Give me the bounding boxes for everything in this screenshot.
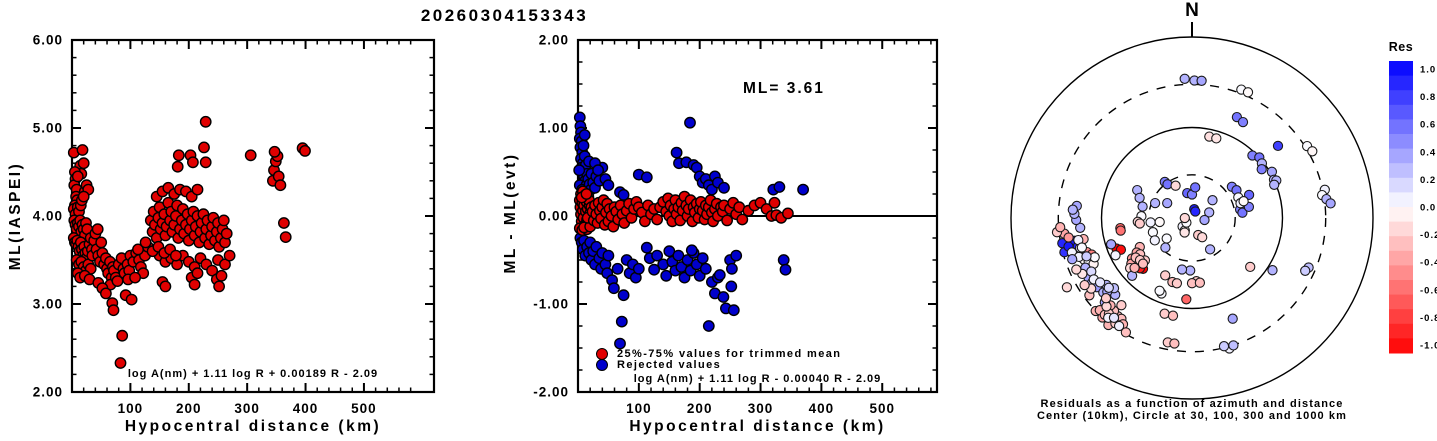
svg-text:-1.00: -1.00 xyxy=(533,297,569,312)
svg-text:0.8: 0.8 xyxy=(1420,92,1436,103)
svg-text:200: 200 xyxy=(687,401,713,416)
legend-item-rejected: Rejected values xyxy=(596,359,841,372)
svg-text:5.00: 5.00 xyxy=(33,121,63,136)
svg-text:100: 100 xyxy=(626,401,652,416)
blue-dot-icon xyxy=(596,359,608,372)
svg-text:1.00: 1.00 xyxy=(539,121,569,136)
svg-text:400: 400 xyxy=(809,401,835,416)
svg-text:500: 500 xyxy=(351,401,377,416)
svg-text:0.00: 0.00 xyxy=(539,209,569,224)
middle-plot-x-axis-label: Hypocentral distance (km) xyxy=(629,418,886,435)
svg-text:3.00: 3.00 xyxy=(33,297,63,312)
colorbar-title: Res xyxy=(1388,40,1414,54)
polar-caption-line2: Center (10km), Circle at 30, 100, 300 an… xyxy=(1036,410,1348,422)
left-plot-x-axis-label: Hypocentral distance (km) xyxy=(124,418,382,435)
middle-scatter-plot: 100 200 300 400 500 -2.00 -1.00 0.00 1.00 2.00 xyxy=(533,33,939,416)
svg-text:0.6: 0.6 xyxy=(1420,120,1436,131)
svg-text:0.2: 0.2 xyxy=(1420,175,1436,186)
middle-plot-y-axis-label: ML - ML(evt) xyxy=(502,152,519,274)
left-plot-y-axis-label: ML(IASPEI) xyxy=(7,161,24,271)
svg-text:-0.2: -0.2 xyxy=(1420,230,1437,241)
svg-text:100: 100 xyxy=(118,401,144,416)
polar-north-label: N xyxy=(1185,0,1199,21)
legend-label: Rejected values xyxy=(617,359,722,372)
svg-text:500: 500 xyxy=(869,401,895,416)
svg-text:0.4: 0.4 xyxy=(1420,147,1436,158)
svg-text:-2.00: -2.00 xyxy=(533,385,569,400)
svg-text:300: 300 xyxy=(748,401,774,416)
middle-plot-legend: 25%-75% values for trimmed mean Rejected… xyxy=(596,347,842,372)
svg-text:-1.0: -1.0 xyxy=(1420,341,1437,352)
svg-text:2.00: 2.00 xyxy=(539,33,569,48)
svg-text:400: 400 xyxy=(293,401,319,416)
page-title: 20260304153343 xyxy=(420,6,589,25)
residual-colorbar: 1.0 0.8 0.6 0.4 0.2 0.0 -0.2 -0.4 -0.6 -0.8 -1.0 xyxy=(1389,61,1437,354)
ml-value-annotation: ML= 3.61 xyxy=(743,80,825,97)
svg-text:0.0: 0.0 xyxy=(1420,203,1436,214)
polar-caption-line1: Residuals as a function of azimuth and d… xyxy=(1040,398,1344,410)
red-dot-icon xyxy=(596,347,608,360)
svg-text:200: 200 xyxy=(176,401,202,416)
polar-residual-plot xyxy=(1010,22,1374,400)
left-scatter-plot: 100 200 300 400 500 2.00 3.00 4.00 5.00 6.00 xyxy=(33,33,436,416)
middle-plot-equation: log A(nm) + 1.11 log R - 0.00040 R - 2.0… xyxy=(633,373,882,385)
legend-label: 25%-75% values for trimmed mean xyxy=(617,347,842,360)
svg-text:-0.6: -0.6 xyxy=(1420,285,1437,296)
legend-item-trimmed-mean: 25%-75% values for trimmed mean xyxy=(596,347,842,360)
left-plot-equation: log A(nm) + 1.11 log R + 0.00189 R - 2.0… xyxy=(127,368,379,380)
svg-text:1.0: 1.0 xyxy=(1420,65,1436,76)
svg-text:-0.8: -0.8 xyxy=(1420,313,1437,324)
svg-text:2.00: 2.00 xyxy=(33,385,63,400)
svg-text:4.00: 4.00 xyxy=(33,209,63,224)
svg-text:300: 300 xyxy=(234,401,260,416)
svg-text:6.00: 6.00 xyxy=(33,33,63,48)
svg-text:-0.4: -0.4 xyxy=(1420,258,1437,269)
